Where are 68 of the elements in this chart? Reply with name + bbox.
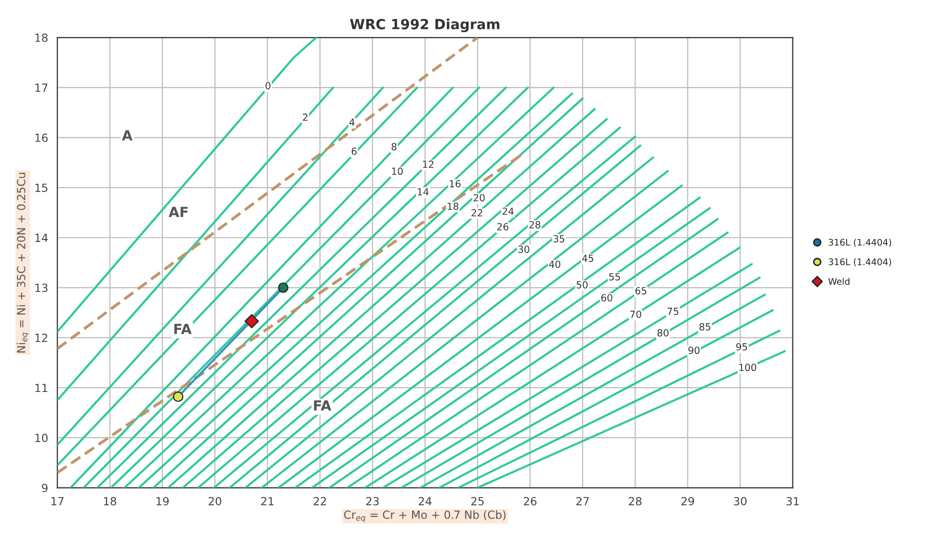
annotation: 75 bbox=[668, 308, 678, 315]
legend-label: Weld bbox=[828, 278, 850, 285]
x-tick-label: 17 bbox=[52, 497, 64, 506]
x-tick-label: 28 bbox=[628, 496, 642, 506]
y-tick-label: 18 bbox=[35, 33, 48, 42]
legend-label: 316L (1.4404) bbox=[828, 258, 892, 266]
annotation: 80 bbox=[657, 329, 669, 336]
annotation: 26 bbox=[497, 223, 508, 230]
x-tick-label: 30 bbox=[734, 496, 747, 506]
annotation: 35 bbox=[554, 235, 564, 242]
x-axis-title: Cr$_{eq}$ = Cr + Mo + 0.7 Nb (Cb) bbox=[344, 510, 506, 522]
annotation: 40 bbox=[549, 260, 560, 268]
annotation: 18 bbox=[448, 202, 458, 210]
annotation: 55 bbox=[609, 273, 620, 280]
annotation: FA bbox=[174, 324, 192, 334]
annotation: 65 bbox=[635, 287, 646, 294]
point bbox=[244, 314, 259, 328]
annotation: 90 bbox=[688, 346, 700, 354]
point bbox=[278, 282, 288, 293]
x-tick-label: 22 bbox=[314, 496, 326, 506]
legend-label: 316L (1.4404) bbox=[828, 238, 892, 247]
x-tick-label: 29 bbox=[681, 496, 694, 506]
annotation: 4 bbox=[349, 118, 355, 126]
annotation: 14 bbox=[418, 188, 429, 196]
y-tick-label: 10 bbox=[35, 434, 48, 442]
y-tick-label: 16 bbox=[35, 134, 48, 142]
annotation: 8 bbox=[392, 143, 396, 150]
annotation: A bbox=[122, 130, 133, 140]
annotation: 30 bbox=[518, 246, 530, 253]
x-tick-label: 23 bbox=[366, 496, 379, 506]
x-tick-label: 24 bbox=[418, 496, 432, 506]
annotation: 16 bbox=[450, 180, 461, 188]
annotation: FA bbox=[314, 400, 332, 411]
y-axis-title: Ni$_{eq}$ = Ni + 35C + 20N + 0.25Cu bbox=[16, 172, 29, 352]
y-tick-label: 12 bbox=[35, 334, 48, 342]
annotation: 95 bbox=[736, 343, 748, 351]
annotation: 20 bbox=[474, 194, 485, 202]
y-tick-label: 14 bbox=[35, 234, 48, 242]
annotation: 60 bbox=[601, 294, 612, 302]
annotation: 100 bbox=[739, 364, 756, 372]
y-tick-label: 13 bbox=[35, 284, 48, 292]
chart-title: WRC 1992 Diagram bbox=[350, 18, 500, 32]
y-tick-label: 17 bbox=[35, 84, 48, 92]
annotation: 6 bbox=[352, 148, 357, 155]
annotation: 2 bbox=[302, 114, 308, 121]
point bbox=[172, 392, 184, 402]
y-tick-label: 9 bbox=[42, 484, 48, 492]
annotation: 28 bbox=[529, 221, 540, 228]
x-tick-label: 26 bbox=[524, 496, 536, 506]
x-tick-label: 20 bbox=[208, 496, 222, 506]
x-tick-label: 19 bbox=[156, 496, 169, 506]
x-tick-label: 21 bbox=[261, 496, 274, 506]
annotation: 50 bbox=[576, 281, 588, 288]
x-tick-label: 31 bbox=[786, 496, 799, 506]
annotation: 10 bbox=[392, 168, 403, 175]
annotation: AF bbox=[168, 206, 188, 217]
annotation: 45 bbox=[582, 254, 594, 262]
annotation: 70 bbox=[630, 310, 642, 318]
annotation: 22 bbox=[472, 209, 482, 216]
annotation: 0 bbox=[266, 82, 270, 90]
y-tick-label: 11 bbox=[35, 384, 48, 392]
annotation: 24 bbox=[502, 208, 514, 215]
x-tick-label: 25 bbox=[471, 496, 484, 506]
y-tick-label: 15 bbox=[35, 184, 48, 192]
x-tick-label: 18 bbox=[104, 496, 116, 506]
x-tick-label: 27 bbox=[576, 496, 589, 506]
annotation: 85 bbox=[699, 323, 710, 330]
annotation: 12 bbox=[423, 160, 434, 168]
